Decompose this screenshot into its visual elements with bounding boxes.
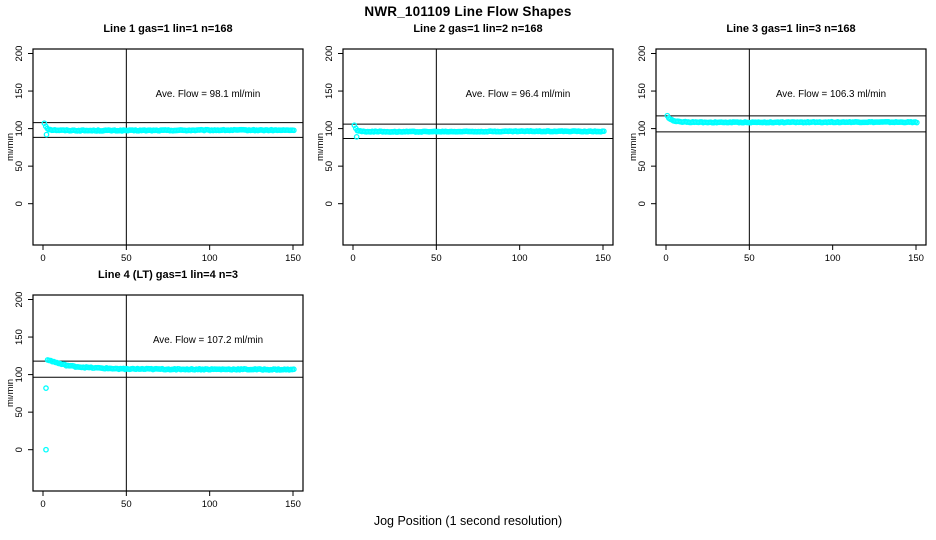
ave-flow-annotation: Ave. Flow = 98.1 ml/min	[156, 89, 261, 100]
scatter-plot-line-1: 0 50 100 150 0 50 100 150 200 ml/min Ave. Flow = 9…	[8, 46, 304, 264]
y-tick-label: 100	[324, 121, 335, 137]
y-axis-ticks: 0 50 100 150 200	[14, 46, 33, 206]
y-tick-label: 50	[14, 161, 25, 172]
ave-flow-annotation: Ave. Flow = 106.3 ml/min	[776, 89, 886, 100]
x-tick-label: 50	[121, 499, 132, 510]
x-axis-ticks: 0 50 100 150	[40, 491, 301, 510]
y-tick-label: 200	[14, 292, 25, 308]
x-tick-label: 0	[40, 499, 45, 510]
x-tick-label: 150	[285, 253, 301, 264]
y-tick-label: 0	[14, 447, 25, 452]
data-points	[351, 122, 607, 140]
outlier-point	[43, 385, 49, 391]
y-tick-label: 200	[324, 46, 335, 62]
panel-line-3: Line 3 gas=1 lin=3 n=168 0 50 100 150 0 50 100…	[631, 22, 936, 268]
outlier-point	[43, 131, 50, 138]
plot-box	[655, 48, 927, 246]
y-tick-label: 100	[637, 121, 648, 137]
x-tick-label: 100	[825, 253, 841, 264]
y-axis-ticks: 0 50 100 150 200	[324, 46, 343, 206]
y-tick-label: 200	[14, 46, 25, 62]
y-axis-label: ml/min	[8, 379, 16, 407]
panel-4-title: Line 4 (LT) gas=1 lin=4 n=3	[97, 269, 239, 281]
ave-flow-annotation: Ave. Flow = 96.4 ml/min	[466, 89, 571, 100]
y-axis-ticks: 0 50 100 150 200	[14, 292, 33, 452]
x-tick-label: 100	[202, 253, 218, 264]
x-axis-ticks: 0 50 100 150	[663, 245, 924, 264]
x-tick-label: 0	[663, 253, 668, 264]
y-axis-label: ml/min	[8, 133, 16, 161]
panel-1-title: Line 1 gas=1 lin=1 n=168	[103, 23, 233, 35]
x-tick-label: 0	[350, 253, 355, 264]
x-tick-label: 50	[121, 253, 132, 264]
y-tick-label: 150	[14, 83, 25, 99]
y-tick-label: 200	[637, 46, 648, 62]
x-tick-label: 50	[744, 253, 755, 264]
x-tick-label: 100	[512, 253, 528, 264]
y-tick-label: 100	[14, 121, 25, 137]
panel-3-title: Line 3 gas=1 lin=3 n=168	[726, 23, 856, 35]
y-axis-label: ml/min	[318, 133, 326, 161]
panel-line-2: Line 2 gas=1 lin=2 n=168 0 50 100 150 0 50 100…	[318, 22, 630, 268]
x-axis-label: Jog Position (1 second resolution)	[373, 514, 563, 528]
x-axis-ticks: 0 50 100 150	[350, 245, 611, 264]
y-axis-label: ml/min	[631, 133, 639, 161]
panel-line-1: Line 1 gas=1 lin=1 n=168 0 50 100 150 0 50 100…	[8, 22, 320, 268]
x-tick-label: 0	[40, 253, 45, 264]
data-points	[664, 112, 920, 126]
y-tick-label: 0	[14, 201, 25, 206]
figure-title: NWR_101109 Line Flow Shapes	[364, 4, 572, 19]
x-axis-ticks: 0 50 100 150	[40, 245, 301, 264]
plot-box	[32, 294, 304, 492]
panel-line-4: Line 4 (LT) gas=1 lin=4 n=3 0 50 100 150 0 50…	[8, 268, 320, 514]
data-point	[290, 127, 297, 134]
scatter-plot-line-3: 0 50 100 150 0 50 100 150 200 ml/min Ave. Flow = 1…	[631, 46, 927, 264]
panel-2-title: Line 2 gas=1 lin=2 n=168	[413, 23, 543, 35]
y-tick-label: 150	[637, 83, 648, 99]
x-tick-label: 150	[595, 253, 611, 264]
y-tick-label: 50	[14, 407, 25, 418]
y-tick-label: 150	[324, 83, 335, 99]
y-tick-label: 150	[14, 329, 25, 345]
plot-box	[32, 48, 304, 246]
data-point	[290, 366, 297, 373]
outlier-point	[43, 446, 49, 453]
x-tick-label: 150	[285, 499, 301, 510]
y-tick-label: 50	[637, 161, 648, 172]
y-tick-label: 0	[324, 201, 335, 206]
y-tick-label: 0	[637, 201, 648, 206]
x-tick-label: 150	[908, 253, 924, 264]
scatter-plot-line-4: 0 50 100 150 0 50 100 150 200 ml/min Ave. Flow = 1…	[8, 292, 304, 510]
ave-flow-annotation: Ave. Flow = 107.2 ml/min	[153, 335, 263, 346]
plot-box	[342, 48, 614, 246]
data-points	[41, 120, 297, 138]
scatter-plot-line-2: 0 50 100 150 0 50 100 150 200 ml/min Ave. Flow = 9…	[318, 46, 614, 264]
x-tick-label: 50	[431, 253, 442, 264]
y-tick-label: 50	[324, 161, 335, 172]
data-point	[913, 119, 920, 126]
outlier-point	[353, 134, 360, 140]
data-point	[600, 128, 607, 135]
y-tick-label: 100	[14, 367, 25, 383]
y-axis-ticks: 0 50 100 150 200	[637, 46, 656, 206]
x-tick-label: 100	[202, 499, 218, 510]
data-points	[43, 357, 297, 453]
